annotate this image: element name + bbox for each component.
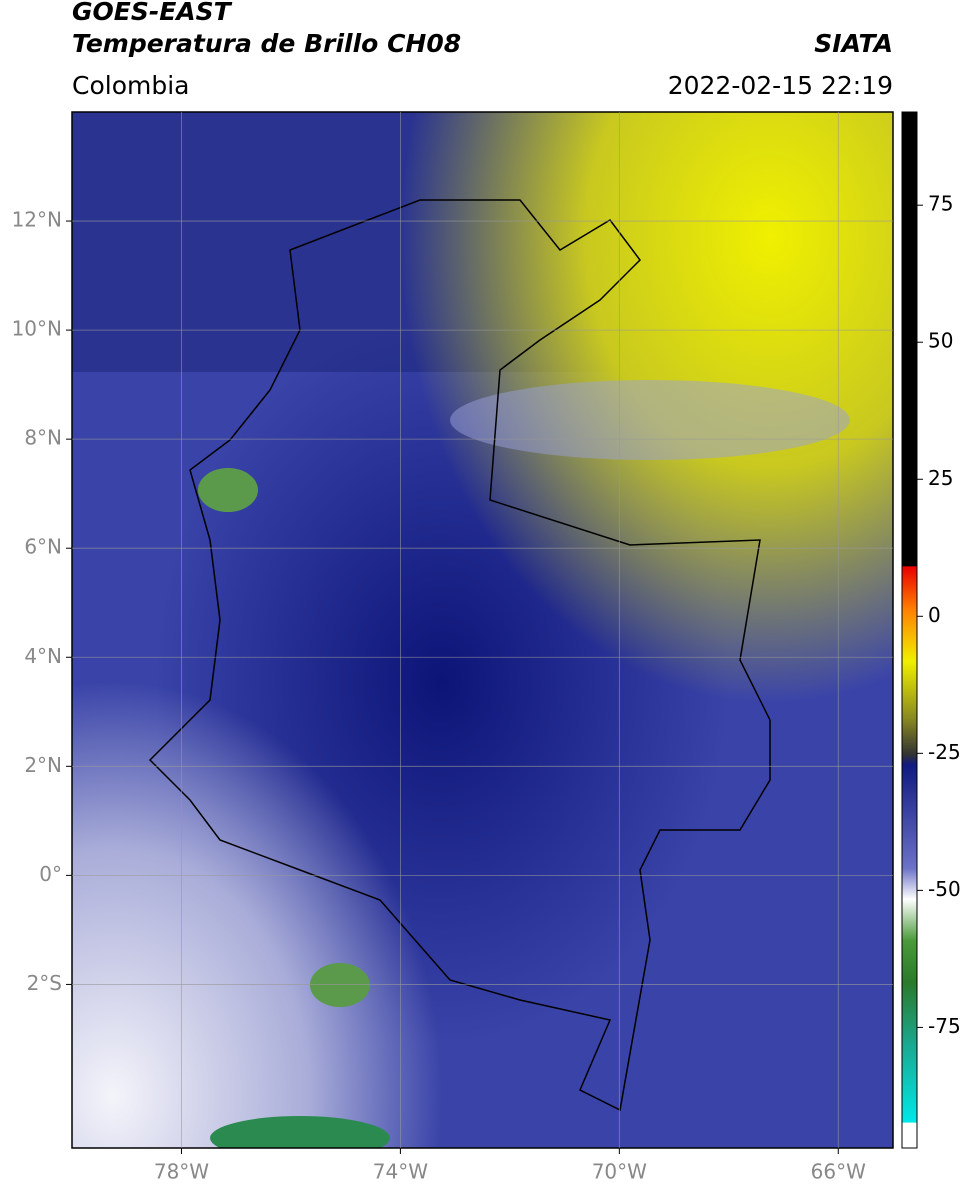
y-tick-label: 10°N — [12, 317, 62, 341]
datetime: 2022-02-15 22:19 — [668, 71, 893, 100]
y-tick-label: 2°N — [24, 753, 62, 777]
colorbar — [901, 111, 918, 1149]
x-tick-label: 70°W — [592, 1160, 647, 1184]
colorbar-tick-label: -75 — [928, 1014, 961, 1038]
colorbar-tick-label: 25 — [928, 466, 953, 490]
x-tick-label: 74°W — [373, 1160, 428, 1184]
colorbar-tick-label: 75 — [928, 192, 953, 216]
y-tick-label: 0° — [39, 862, 62, 886]
y-tick-label: 4°N — [24, 644, 62, 668]
y-tick-label: 8°N — [24, 426, 62, 450]
colorbar-tick-label: -25 — [928, 740, 961, 764]
y-tick-label: 2°S — [27, 971, 62, 995]
map-frame — [71, 111, 894, 1149]
colorbar-tick-label: 0 — [928, 603, 941, 627]
satellite-image — [72, 112, 893, 1148]
title: GOES-EAST — [72, 0, 233, 26]
x-tick-label: 66°W — [811, 1160, 866, 1184]
x-tick-label: 78°W — [154, 1160, 209, 1184]
y-tick-label: 12°N — [12, 208, 62, 232]
subtitle: Temperatura de Brillo CH08 — [72, 29, 461, 58]
y-tick-label: 6°N — [24, 535, 62, 559]
colorbar-tick-label: 50 — [928, 329, 953, 353]
colorbar-tick-label: -50 — [928, 877, 961, 901]
region: Colombia — [72, 71, 189, 100]
source: SIATA — [814, 29, 893, 58]
